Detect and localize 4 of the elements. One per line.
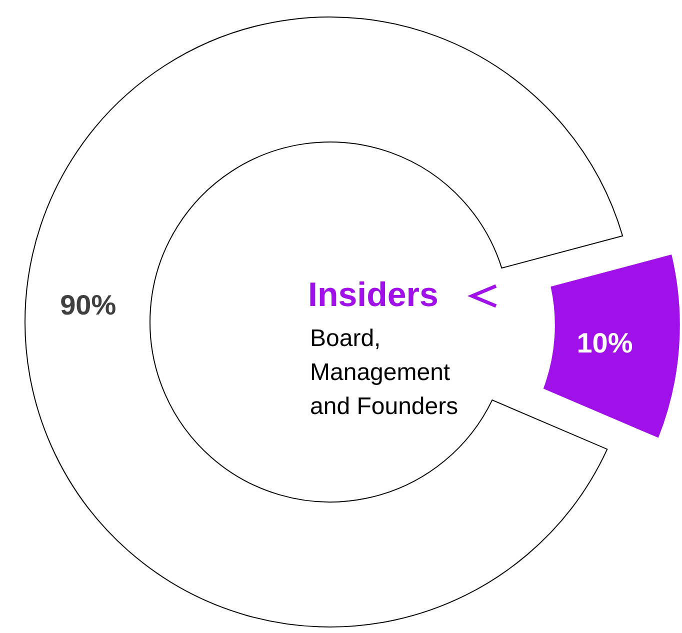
data-label: 10% — [576, 327, 633, 358]
legend-label: Insiders — [308, 276, 438, 314]
text: Board, Management and Founders — [310, 325, 458, 420]
data-label: 90% — [60, 289, 116, 320]
